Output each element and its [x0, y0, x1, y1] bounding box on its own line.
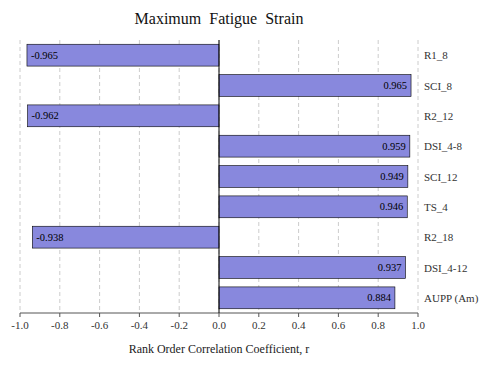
category-label: R1_8 — [424, 49, 448, 61]
grid-line — [99, 40, 100, 313]
x-tick-label: 0.2 — [252, 319, 266, 331]
data-label: -0.962 — [32, 110, 59, 121]
x-tick — [418, 313, 419, 317]
x-tick — [139, 313, 140, 317]
bar — [219, 196, 407, 218]
x-tick — [99, 313, 100, 317]
x-tick — [258, 313, 259, 317]
x-tick-label: -0.8 — [51, 319, 69, 331]
x-tick-label: -0.2 — [170, 319, 187, 331]
y-axis: R1_8 SCI_8 R2_12 DSI_4-8 SCI_12 TS_4 R2_18 DSI_… — [424, 49, 479, 305]
grid-line — [219, 40, 220, 313]
category-label: R2_18 — [424, 231, 454, 243]
x-tick-label: 1.0 — [411, 319, 425, 331]
x-tick-label: 0.0 — [212, 319, 226, 331]
data-label: 0.937 — [378, 262, 402, 273]
data-labels: -0.965 0.965 -0.962 0.959 0.949 0.946 -0.938 0.… — [31, 50, 407, 304]
zero-line — [219, 40, 220, 313]
data-label: 0.959 — [382, 141, 406, 152]
data-label: 0.884 — [367, 292, 391, 303]
category-label: SCI_8 — [424, 80, 453, 92]
data-label: 0.965 — [383, 80, 407, 91]
category-label: SCI_12 — [424, 171, 458, 183]
x-tick — [179, 313, 180, 317]
category-label: AUPP (Am) — [424, 292, 479, 305]
data-label: 0.949 — [380, 171, 404, 182]
bar — [32, 226, 219, 248]
x-tick-label: -0.6 — [91, 319, 109, 331]
grid-line — [59, 40, 60, 313]
bar — [27, 44, 219, 66]
bar — [219, 287, 395, 309]
grid-line — [418, 40, 419, 313]
chart-svg: -1.0 -0.8 -0.6 -0.4 -0.2 0.0 0.2 0.4 0.6 0.8 1.0 -0… — [0, 0, 500, 365]
x-tick-label: 0.4 — [292, 319, 306, 331]
x-tick — [378, 313, 379, 317]
x-tick-label: 0.6 — [332, 319, 346, 331]
x-tick-label: -0.4 — [131, 319, 149, 331]
title: Maximum Fatigue Strain — [135, 10, 304, 28]
bar — [219, 166, 408, 188]
category-label: DSI_4-12 — [424, 262, 467, 274]
x-tick-label: 0.8 — [371, 319, 385, 331]
x-tick — [219, 313, 220, 317]
page: {"chart_data": {"type": "bar", "orientat… — [0, 0, 500, 365]
grid-line — [139, 40, 140, 313]
bar — [28, 105, 219, 127]
x-tick — [20, 313, 21, 317]
x-axis: -1.0 -0.8 -0.6 -0.4 -0.2 0.0 0.2 0.4 0.6 0.8 1.0 — [11, 313, 425, 331]
x-tick — [298, 313, 299, 317]
category-label: R2_12 — [424, 110, 453, 122]
data-label: -0.965 — [31, 50, 58, 61]
bar — [219, 135, 410, 157]
category-label: TS_4 — [424, 201, 448, 213]
x-tick — [59, 313, 60, 317]
x-tick — [338, 313, 339, 317]
grid — [20, 40, 418, 313]
x-axis-label: Rank Order Correlation Coefficient, r — [129, 342, 310, 356]
bar — [219, 75, 411, 97]
grid-line — [20, 40, 21, 313]
grid-line — [179, 40, 180, 313]
chart-container: -1.0 -0.8 -0.6 -0.4 -0.2 0.0 0.2 0.4 0.6 0.8 1.0 -0… — [0, 0, 500, 365]
category-label: DSI_4-8 — [424, 140, 462, 152]
data-label: 0.946 — [380, 201, 404, 212]
data-label: -0.938 — [36, 232, 63, 243]
bar — [219, 257, 405, 279]
x-tick-label: -1.0 — [11, 319, 29, 331]
